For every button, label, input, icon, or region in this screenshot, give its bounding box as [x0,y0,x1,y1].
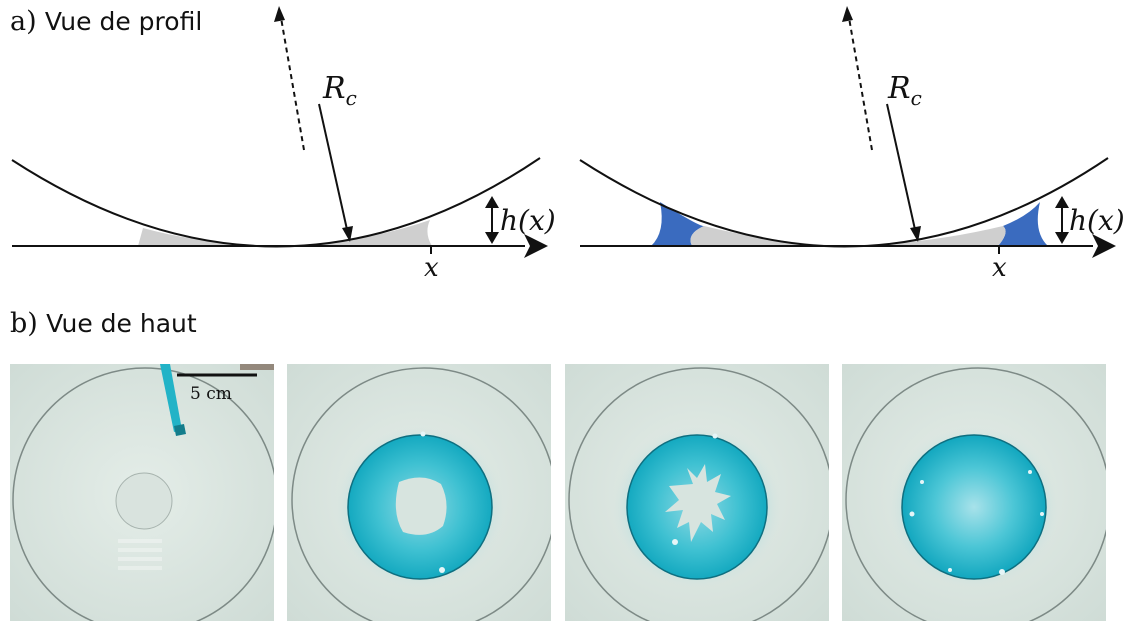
panel-b-label: b) Vue de haut [10,310,197,337]
dye-injection-tube [160,364,182,432]
wetted-film-left [690,226,848,246]
radius-label: Rc [322,71,357,110]
height-arrowhead-top [485,196,499,208]
top-view-photo-4 [842,364,1106,621]
height-arrowhead-top [1055,196,1069,208]
profile-diagram-left: Rc h(x) x [11,6,556,283]
panel-a-title: Vue de profil [44,7,203,36]
radius-arrowhead [910,226,921,242]
x-tick-label: x [424,253,439,283]
meniscus-right [998,202,1048,246]
x-axis-arrowhead [1092,234,1116,258]
radius-label: Rc [887,71,922,110]
scale-bar-label: 5 cm [190,384,232,404]
panel-b-letter: b) [10,308,38,339]
x-tick-label: x [992,253,1007,283]
dye-disk [901,434,1047,580]
radius-arrowhead [342,226,353,242]
dry-spot [395,477,447,535]
profile-diagram-right: Rc h(x) x [579,6,1125,283]
wetted-film-right [280,220,432,246]
panel-a-letter: a) [10,6,37,37]
radius-dashed-line [847,11,873,151]
plate-rim [568,367,829,621]
height-label: h(x) [500,204,556,237]
top-view-photo-1: 5 cm [10,364,274,621]
fingered-dry-spot [665,464,731,542]
radius-dashed-arrowhead [274,6,285,22]
plate-rim [845,367,1106,621]
panel-b-title: Vue de haut [46,309,197,338]
x-axis-arrowhead [524,234,548,258]
top-view-photo-2 [287,364,551,621]
height-arrowhead-bottom [485,232,499,244]
height-label: h(x) [1069,204,1125,237]
central-contact-spot [115,472,173,530]
meniscus-left [651,202,704,246]
radius-dashed-line [279,11,305,151]
plate-rim [291,367,551,621]
radius-arrow [886,103,917,235]
radius-dashed-arrowhead [842,6,853,22]
wetted-film-right [848,226,1006,246]
plate-rim [12,367,274,621]
height-arrowhead-bottom [1055,232,1069,244]
panel-a-label: a) Vue de profil [10,8,202,35]
wetted-film-left [138,228,280,246]
reflection-stripes [118,539,162,570]
lens-curve [11,157,541,248]
radius-arrow [318,103,349,235]
top-view-photo-3 [565,364,829,621]
